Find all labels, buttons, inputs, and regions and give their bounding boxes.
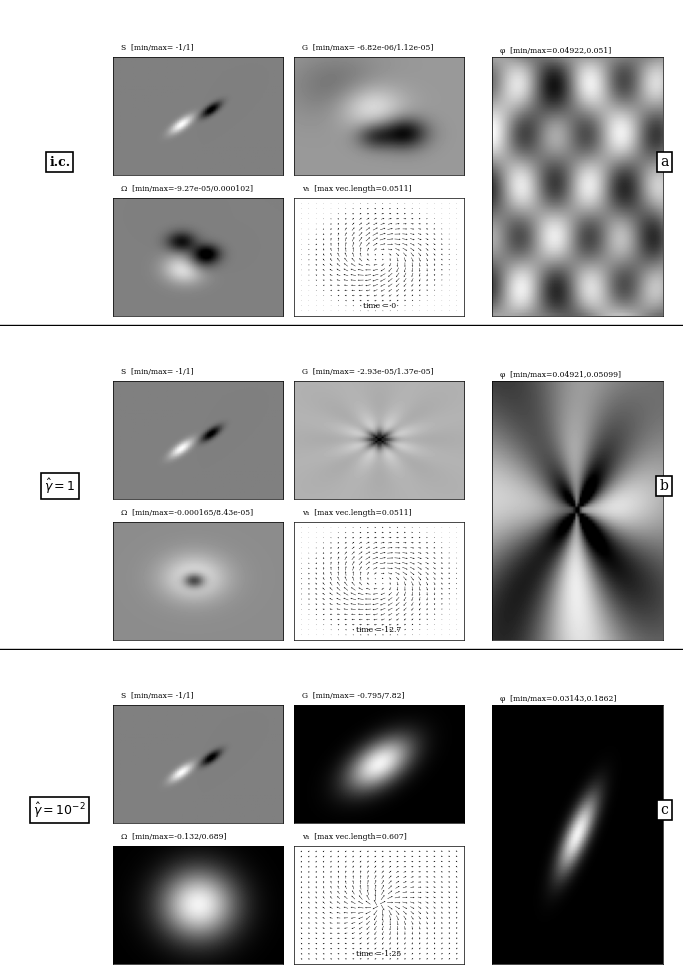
- Text: Ω  [min/max=-0.000165/8.43e-05]: Ω [min/max=-0.000165/8.43e-05]: [122, 509, 253, 517]
- Text: Ω  [min/max=-0.132/0.689]: Ω [min/max=-0.132/0.689]: [122, 833, 227, 841]
- Text: time = 0: time = 0: [363, 302, 395, 310]
- Text: S  [min/max= -1/1]: S [min/max= -1/1]: [122, 368, 194, 376]
- Text: G  [min/max= -0.795/7.82]: G [min/max= -0.795/7.82]: [303, 692, 405, 700]
- Text: φ  [min/max=0.04921,0.05099]: φ [min/max=0.04921,0.05099]: [500, 371, 622, 379]
- Text: time = 12.7: time = 12.7: [357, 626, 402, 635]
- Text: S  [min/max= -1/1]: S [min/max= -1/1]: [122, 692, 194, 700]
- Text: G  [min/max= -2.93e-05/1.37e-05]: G [min/max= -2.93e-05/1.37e-05]: [303, 368, 434, 376]
- Text: φ  [min/max=0.03143,0.1862]: φ [min/max=0.03143,0.1862]: [500, 695, 617, 704]
- Text: vₕ  [max vec.length=0.0511]: vₕ [max vec.length=0.0511]: [303, 509, 412, 517]
- Text: b: b: [660, 479, 669, 493]
- Text: Ω  [min/max=-9.27e-05/0.000102]: Ω [min/max=-9.27e-05/0.000102]: [122, 185, 253, 193]
- Text: vₕ  [max vec.length=0.0511]: vₕ [max vec.length=0.0511]: [303, 185, 412, 193]
- Text: c: c: [660, 803, 668, 817]
- Text: S  [min/max= -1/1]: S [min/max= -1/1]: [122, 44, 194, 52]
- Text: vₕ  [max vec.length=0.607]: vₕ [max vec.length=0.607]: [303, 833, 407, 841]
- Text: φ  [min/max=0.04922,0.051]: φ [min/max=0.04922,0.051]: [500, 48, 611, 55]
- Text: $\hat{\gamma} = 1$: $\hat{\gamma} = 1$: [44, 476, 76, 496]
- Text: G  [min/max= -6.82e-06/1.12e-05]: G [min/max= -6.82e-06/1.12e-05]: [303, 44, 434, 52]
- Text: i.c.: i.c.: [49, 156, 70, 168]
- Text: a: a: [660, 155, 669, 169]
- Text: $\hat{\gamma} = 10^{-2}$: $\hat{\gamma} = 10^{-2}$: [33, 801, 86, 819]
- Text: time = 1.25: time = 1.25: [357, 951, 402, 958]
